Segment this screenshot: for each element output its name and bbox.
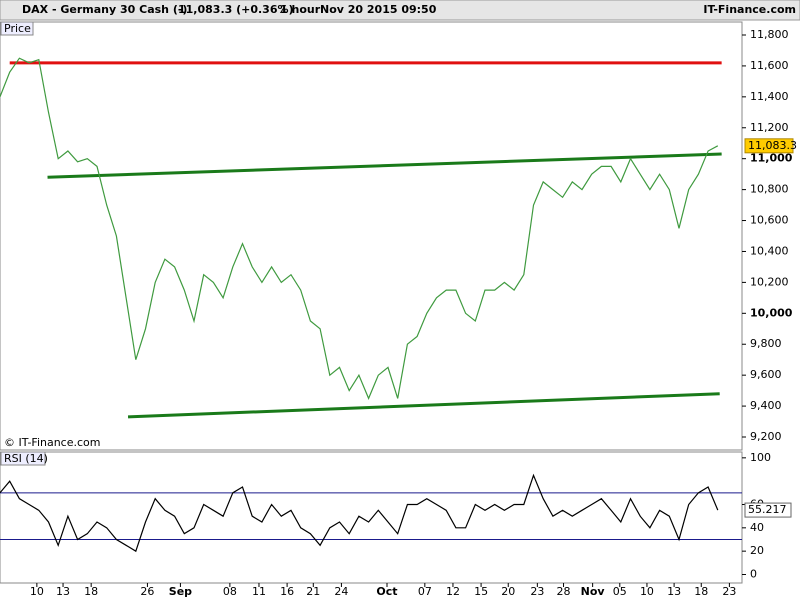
title: DAX - Germany 30 Cash (-) <box>22 3 187 16</box>
x-tick-label: 24 <box>334 585 348 598</box>
y-tick-label: 10,400 <box>750 244 789 257</box>
header-bar <box>0 0 800 21</box>
y-tick-label: 11,600 <box>750 59 789 72</box>
y-tick-label: 11,200 <box>750 121 789 134</box>
x-tick-label: 12 <box>446 585 460 598</box>
x-tick-label: 08 <box>223 585 237 598</box>
last-price-box <box>744 138 794 154</box>
x-tick-label: 13 <box>667 585 681 598</box>
trend-line <box>127 392 720 419</box>
y-tick-label: 11,800 <box>750 28 789 41</box>
y-tick-label: 40 <box>750 521 764 534</box>
x-tick-label: 23 <box>530 585 544 598</box>
series-line <box>0 473 719 553</box>
y-tick-label: 9,400 <box>750 399 782 412</box>
x-tick-label: 21 <box>306 585 320 598</box>
x-tick-label: 10 <box>30 585 44 598</box>
panel-label: Price <box>4 22 31 35</box>
y-tick-label: 10,000 <box>750 306 793 319</box>
interval: 1 hour <box>280 3 321 16</box>
x-tick-label: 05 <box>613 585 627 598</box>
x-tick-label: 18 <box>84 585 98 598</box>
panel-label-box <box>0 21 34 36</box>
brand: IT-Finance.com <box>703 3 796 16</box>
x-tick-label: 10 <box>640 585 654 598</box>
series-line <box>0 57 719 400</box>
price-frame <box>0 21 743 451</box>
watermark: © IT-Finance.com <box>4 436 101 449</box>
y-tick-label: 10,600 <box>750 214 789 227</box>
x-tick-label: Nov <box>581 585 606 598</box>
trend-line <box>47 152 722 179</box>
y-tick-label: 11,400 <box>750 90 789 103</box>
last-price-label: 11,083.3 <box>748 139 797 152</box>
x-tick-label: 16 <box>280 585 294 598</box>
x-tick-label: 11 <box>252 585 266 598</box>
x-tick-label: 28 <box>557 585 571 598</box>
last-value-box <box>744 502 792 518</box>
x-tick-label: 18 <box>694 585 708 598</box>
y-tick-label: 0 <box>750 567 757 580</box>
x-tick-label: 20 <box>501 585 515 598</box>
panel-label-box <box>0 451 46 466</box>
x-tick-label: 26 <box>140 585 154 598</box>
timestamp: Nov 20 2015 09:50 <box>320 3 437 16</box>
rsi-frame <box>0 451 743 584</box>
x-tick-label: Oct <box>376 585 397 598</box>
y-tick-label: 10,800 <box>750 183 789 196</box>
x-tick-label: 13 <box>56 585 70 598</box>
panel-label: RSI (14) <box>4 452 48 465</box>
x-tick-label: Sep <box>169 585 192 598</box>
last-value-label: 55.217 <box>748 503 787 516</box>
y-tick-label: 20 <box>750 544 764 557</box>
y-tick-label: 9,200 <box>750 430 782 443</box>
y-tick-label: 100 <box>750 451 771 464</box>
y-tick-label: 10,200 <box>750 275 789 288</box>
quote: 11,083.3 (+0.36%) <box>178 3 294 16</box>
y-tick-label: 9,800 <box>750 337 782 350</box>
y-tick-label: 11,000 <box>750 152 793 165</box>
x-tick-label: 15 <box>474 585 488 598</box>
x-tick-label: 23 <box>722 585 736 598</box>
y-tick-label: 9,600 <box>750 368 782 381</box>
x-tick-label: 07 <box>418 585 432 598</box>
